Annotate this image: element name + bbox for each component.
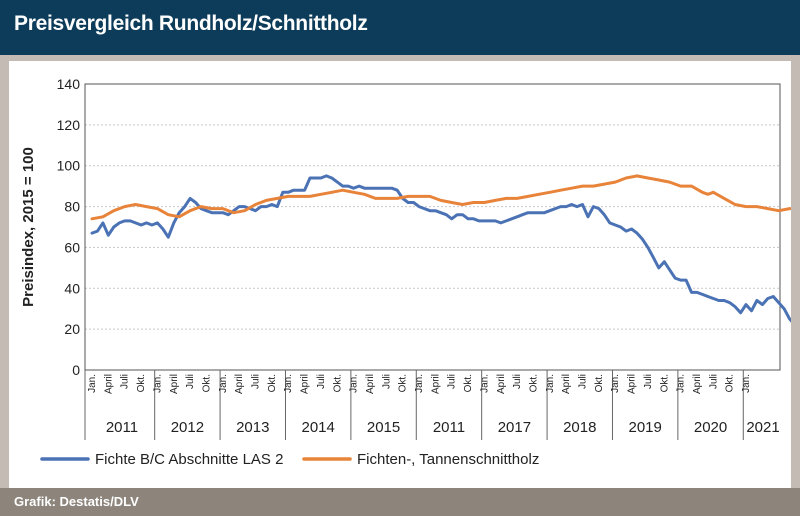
month-tick-label: Okt. <box>463 374 474 392</box>
month-tick-label: Juli <box>512 374 523 389</box>
month-tick-label: April <box>365 374 376 394</box>
top-band <box>0 55 800 61</box>
year-label: 2015 <box>367 419 400 436</box>
year-label: 2011 <box>106 419 138 436</box>
series-line-fichte <box>90 174 800 327</box>
month-tick-label: April <box>300 374 311 394</box>
y-tick-label: 40 <box>64 280 80 296</box>
chart-panel: 0 20 40 60 80 100 120 140 Preisindex, 2015 = 100… <box>9 61 800 488</box>
y-tick-label: 140 <box>57 76 81 92</box>
month-tick-label: April <box>692 374 703 394</box>
month-tick-label: April <box>234 374 245 394</box>
month-tick-label: Jan. <box>414 374 425 393</box>
month-tick-label: Okt. <box>201 374 212 392</box>
y-tick-label: 60 <box>64 239 80 255</box>
month-tick-label: Jan. <box>610 374 621 393</box>
legend-label: Fichte B/C Abschnitte LAS 2 <box>95 451 283 468</box>
month-tick-label: Juli <box>316 374 327 389</box>
month-tick-label: Jan. <box>218 374 229 393</box>
year-label: 2011 <box>433 419 465 436</box>
month-tick-label: Okt. <box>528 374 539 392</box>
month-tick-label: Juli <box>185 374 196 389</box>
month-tick-label: Jan. <box>349 374 360 393</box>
month-tick-label: Jan. <box>545 374 556 393</box>
month-tick-label: Juli <box>447 374 458 389</box>
month-tick-label: Jan. <box>87 374 98 393</box>
source-credit: Grafik: Destatis/DLV <box>14 494 139 509</box>
month-tick-label: Okt. <box>332 374 343 392</box>
chart-title: Preisvergleich Rundholz/Schnittholz <box>14 12 368 35</box>
month-tick-label: April <box>561 374 572 394</box>
plot-border <box>84 83 781 371</box>
y-tick-label: 100 <box>57 158 81 174</box>
y-tick-label: 0 <box>72 362 80 378</box>
month-tick-label: April <box>496 374 507 394</box>
year-label: 2021 <box>746 419 779 436</box>
month-tick-label: Jan. <box>676 374 687 393</box>
year-label: 2018 <box>563 419 596 436</box>
y-tick-label: 80 <box>64 199 80 215</box>
month-tick-label: Jan. <box>283 374 294 393</box>
month-tick-label: Jan. <box>479 374 490 393</box>
month-tick-label: Juli <box>381 374 392 389</box>
year-label: 2017 <box>498 419 531 436</box>
y-axis-label: Preisindex, 2015 = 100 <box>20 147 37 307</box>
month-tick-label: Juli <box>251 374 262 389</box>
month-tick-label: Okt. <box>659 374 670 392</box>
month-tick-label: Jan. <box>741 374 752 393</box>
series-line-schnittholz <box>90 174 800 221</box>
footer-bar: Grafik: Destatis/DLV <box>0 488 800 516</box>
month-tick-label: Jan. <box>152 374 163 393</box>
month-tick-label: April <box>430 374 441 394</box>
line-chart: 0 20 40 60 80 100 120 140 Preisindex, 2015 = 100… <box>20 76 800 468</box>
month-tick-label: Okt. <box>594 374 605 392</box>
left-band <box>0 61 9 488</box>
year-label: 2013 <box>236 419 269 436</box>
year-label: 2012 <box>171 419 204 436</box>
month-tick-label: April <box>627 374 638 394</box>
month-tick-label: Juli <box>578 374 589 389</box>
month-tick-label: April <box>103 374 114 394</box>
y-tick-label: 20 <box>64 321 80 337</box>
month-tick-label: Juli <box>120 374 131 389</box>
month-tick-label: Juli <box>643 374 654 389</box>
year-label: 2020 <box>694 419 727 436</box>
month-tick-label: Okt. <box>136 374 147 392</box>
year-label: 2014 <box>301 419 334 436</box>
y-tick-label: 120 <box>57 117 81 133</box>
title-bar: Preisvergleich Rundholz/Schnittholz <box>0 0 800 55</box>
month-tick-label: Okt. <box>398 374 409 392</box>
right-band <box>791 61 800 488</box>
month-tick-label: April <box>169 374 180 394</box>
month-tick-label: Juli <box>708 374 719 389</box>
month-tick-label: Okt. <box>267 374 278 392</box>
legend-label: Fichten-, Tannenschnittholz <box>357 451 539 468</box>
year-label: 2019 <box>628 419 661 436</box>
month-tick-label: Okt. <box>725 374 736 392</box>
